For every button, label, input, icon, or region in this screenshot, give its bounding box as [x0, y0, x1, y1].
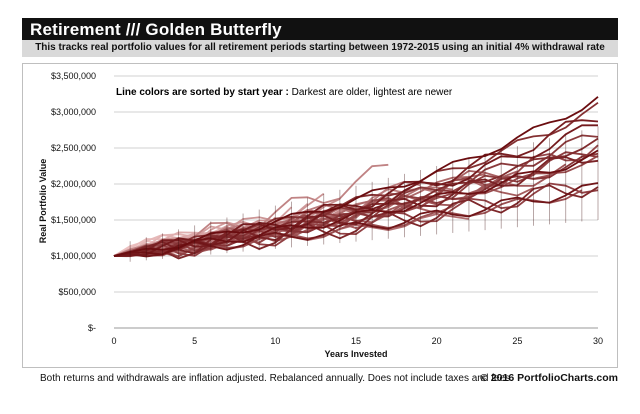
page-title: Retirement /// Golden Butterfly [30, 20, 282, 39]
series-line [113, 101, 599, 257]
page-subtitle: This tracks real portfolio values for al… [35, 42, 605, 53]
y-tick-label: $2,500,000 [51, 143, 96, 153]
y-axis-tick-labels: $- $500,000 $1,000,000 $1,500,000 $2,000,000… [51, 71, 96, 333]
subtitle-bar: This tracks real portfolio values for al… [22, 40, 618, 57]
x-tick-label: 0 [111, 336, 116, 346]
y-tick-label: $500,000 [58, 287, 96, 297]
x-axis-title: Years Invested [324, 349, 387, 359]
annotation-bold: Line colors are sorted by start year : [116, 87, 289, 98]
x-tick-label: 30 [593, 336, 603, 346]
x-tick-label: 15 [351, 336, 361, 346]
series-line [113, 156, 599, 257]
series-line [113, 182, 599, 257]
y-tick-label: $1,500,000 [51, 215, 96, 225]
x-axis-tick-labels: 0 5 10 15 20 25 30 [111, 336, 603, 346]
series-line [113, 182, 599, 258]
footer-note: Both returns and withdrawals are inflati… [40, 373, 513, 384]
chart-series-lines [113, 96, 599, 262]
y-axis-title: Real Portfolio Value [38, 159, 48, 244]
annotation-rest: Darkest are older, lightest are newer [289, 87, 453, 98]
title-bar: Retirement /// Golden Butterfly [22, 18, 618, 40]
x-tick-label: 10 [270, 336, 280, 346]
chart-annotation: Line colors are sorted by start year : D… [116, 87, 453, 98]
x-tick-label: 25 [512, 336, 522, 346]
y-tick-label: $2,000,000 [51, 179, 96, 189]
chart-gridlines [114, 75, 598, 329]
x-tick-label: 20 [432, 336, 442, 346]
y-tick-label: $1,000,000 [51, 251, 96, 261]
series-line [113, 144, 599, 258]
y-tick-label: $3,500,000 [51, 71, 96, 81]
y-tick-label: $3,000,000 [51, 107, 96, 117]
footer-copyright: © 2016 PortfolioCharts.com [480, 372, 618, 384]
x-tick-label: 5 [192, 336, 197, 346]
series-line [113, 96, 599, 257]
y-tick-label: $- [88, 323, 96, 333]
